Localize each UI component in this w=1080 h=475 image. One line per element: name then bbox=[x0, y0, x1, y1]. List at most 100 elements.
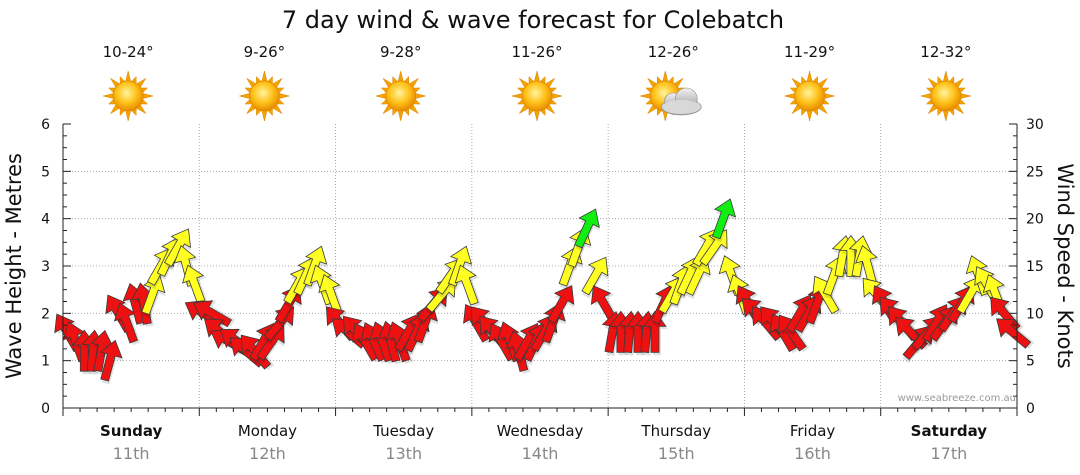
wind-arrow-shape bbox=[711, 198, 737, 240]
day-name: Monday bbox=[238, 422, 297, 440]
wind-arrow bbox=[547, 285, 575, 327]
sun-ray bbox=[784, 93, 796, 99]
wind-arrow bbox=[711, 198, 737, 243]
sun-ray bbox=[806, 70, 813, 82]
chart-title: 7 day wind & wave forecast for Colebatch bbox=[282, 6, 784, 34]
sunny-icon bbox=[920, 70, 971, 122]
y-tick-label-right: 30 bbox=[1026, 117, 1044, 133]
day-date: 12th bbox=[249, 444, 286, 463]
cloud-fill bbox=[662, 100, 701, 114]
y-tick-label-right: 15 bbox=[1026, 259, 1044, 275]
sun-ray bbox=[640, 93, 651, 99]
sun-ray bbox=[261, 110, 268, 122]
wind-arrow-shape bbox=[425, 277, 456, 313]
sun-disc bbox=[930, 80, 962, 112]
y-tick-label-right: 20 bbox=[1026, 212, 1044, 228]
y-tick-label-left: 2 bbox=[41, 306, 50, 322]
wind-arrows bbox=[54, 198, 1035, 385]
day-date: 13th bbox=[385, 444, 422, 463]
sunny-icon bbox=[511, 70, 563, 122]
sun-ray bbox=[103, 93, 114, 99]
sun-ray bbox=[824, 93, 835, 99]
sun-ray bbox=[806, 110, 813, 122]
day-date: 15th bbox=[658, 444, 695, 463]
axes: 0 1 2 3 4 5 6 0 5 10 15 20 25 30 bbox=[41, 117, 1044, 417]
day-name: Sunday bbox=[100, 422, 163, 440]
wind-arrow-shape bbox=[574, 208, 600, 249]
sunny-icon bbox=[239, 70, 290, 122]
day-name: Wednesday bbox=[497, 422, 584, 440]
wind-arrow bbox=[574, 208, 600, 252]
wind-arrow bbox=[454, 264, 482, 308]
day-date: 17th bbox=[930, 444, 967, 463]
day-date: 11th bbox=[113, 444, 150, 463]
temperature-range: 11-29° bbox=[784, 43, 835, 61]
temperature-range: 9-28° bbox=[380, 43, 422, 61]
y-tick-label-left: 1 bbox=[41, 354, 50, 370]
sun-ray bbox=[534, 70, 540, 82]
sun-disc bbox=[794, 80, 825, 112]
wind-arrow bbox=[163, 228, 192, 271]
sun-ray bbox=[397, 70, 404, 82]
cloud bbox=[660, 87, 702, 116]
day-labels: Sunday 11th Monday 12th Tuesday 13th Wednesday… bbox=[100, 422, 987, 463]
wind-arrow-shape bbox=[141, 274, 166, 316]
sun-ray bbox=[415, 93, 426, 99]
y-tick-label-right: 10 bbox=[1026, 306, 1044, 322]
wind-arrow-shape bbox=[163, 228, 192, 267]
y-tick-label-right: 25 bbox=[1026, 164, 1044, 180]
weather-row: 10-24° 9-26° 9-28° 11-26° 12-26° 11-29° 12-32° bbox=[103, 43, 971, 122]
day-date: 14th bbox=[522, 444, 559, 463]
sun-disc bbox=[112, 80, 144, 112]
sun-disc bbox=[249, 80, 280, 112]
sun-ray bbox=[920, 93, 932, 99]
wind-arrow-shape bbox=[256, 323, 285, 361]
watermark: www.seabreeze.com.au bbox=[898, 393, 1016, 404]
sun-ray bbox=[942, 110, 949, 122]
temperature-range: 12-26° bbox=[648, 43, 699, 61]
sun-ray bbox=[397, 110, 404, 122]
sun-rays bbox=[375, 70, 426, 122]
y-tick-label-left: 0 bbox=[41, 401, 50, 417]
wind-arrow bbox=[643, 310, 668, 356]
wind-arrow bbox=[581, 256, 609, 299]
wind-arrow-shape bbox=[99, 339, 123, 382]
temperature-range: 9-26° bbox=[244, 43, 286, 61]
temperature-range: 12-32° bbox=[920, 43, 971, 61]
sun-ray bbox=[142, 93, 154, 99]
day-name: Saturday bbox=[911, 422, 988, 440]
wind-arrow bbox=[256, 323, 285, 364]
sun-ray bbox=[375, 93, 387, 99]
sunny-icon bbox=[375, 70, 426, 122]
sun-ray bbox=[534, 110, 540, 122]
sun-rays bbox=[103, 70, 154, 122]
day-date: 16th bbox=[794, 444, 831, 463]
sun-ray bbox=[662, 70, 669, 82]
sun-ray bbox=[278, 93, 290, 99]
wind-arrow-shape bbox=[581, 256, 609, 296]
day-name: Tuesday bbox=[372, 422, 434, 440]
sun-ray bbox=[125, 110, 132, 122]
day-name: Friday bbox=[790, 422, 836, 440]
temperature-range: 11-26° bbox=[511, 43, 562, 61]
partly-cloudy-icon bbox=[640, 70, 702, 122]
sun-disc bbox=[521, 80, 553, 112]
wind-arrow-shape bbox=[547, 285, 575, 324]
wind-arrow bbox=[182, 264, 209, 308]
sun-ray bbox=[551, 93, 563, 99]
sunny-icon bbox=[103, 70, 154, 122]
sun-ray bbox=[239, 93, 250, 99]
sun-ray bbox=[125, 70, 132, 82]
wind-arrow bbox=[425, 277, 456, 316]
wind-arrow-shape bbox=[643, 310, 667, 353]
temperature-range: 10-24° bbox=[103, 43, 154, 61]
sun-disc bbox=[385, 80, 417, 112]
y-tick-label-left: 3 bbox=[41, 259, 50, 275]
y-tick-label-right: 5 bbox=[1026, 354, 1035, 370]
wind-arrow bbox=[684, 255, 711, 299]
y-tick-label-left: 4 bbox=[41, 212, 50, 228]
sun-ray bbox=[942, 70, 949, 82]
sun-ray bbox=[960, 93, 971, 99]
plot-grid bbox=[63, 124, 1017, 408]
